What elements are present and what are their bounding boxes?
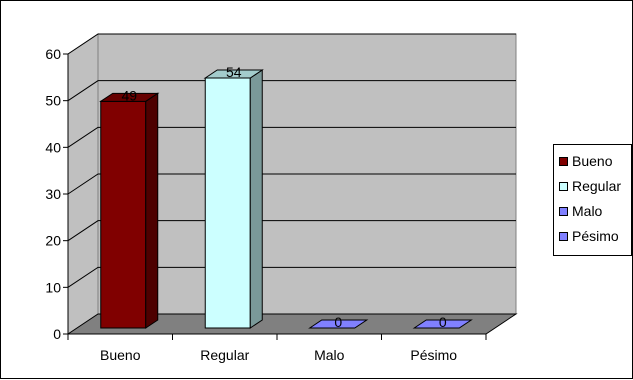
- bar-bueno: 49: [99, 87, 160, 329]
- data-label: 0: [334, 314, 342, 330]
- legend-swatch: [559, 181, 568, 191]
- bar-side: [145, 92, 159, 329]
- bar-top: [203, 69, 264, 79]
- legend-swatch: [559, 156, 568, 166]
- bar-top: [99, 92, 160, 102]
- legend-item: Malo: [559, 201, 602, 221]
- y-tick-label: 30: [45, 186, 61, 202]
- gridline: [67, 126, 516, 148]
- legend-item: Regular: [559, 176, 621, 196]
- bar-pésimo: 0: [412, 314, 473, 330]
- bar-top: [308, 319, 369, 329]
- bar-malo: 0: [308, 314, 369, 330]
- x-tick-label: Bueno: [100, 347, 141, 363]
- bar-front: [204, 77, 251, 329]
- legend-swatch: [559, 231, 568, 241]
- gridline: [67, 80, 516, 102]
- chart-legend: Bueno Regular Malo Pésimo: [553, 144, 632, 256]
- bar-regular: 54: [203, 64, 264, 329]
- x-tick-label: Pésimo: [410, 347, 457, 363]
- data-label: 49: [121, 87, 137, 103]
- legend-label: Pésimo: [572, 228, 619, 244]
- bar-front: [100, 100, 147, 329]
- data-label: 54: [226, 64, 242, 80]
- y-tick-label: 50: [45, 93, 61, 109]
- gridline: [67, 266, 516, 288]
- x-tick-label: Malo: [314, 347, 345, 363]
- gridline: [67, 220, 516, 242]
- legend-label: Bueno: [572, 153, 613, 169]
- gridline: [67, 33, 516, 55]
- y-tick-label: 40: [45, 139, 61, 155]
- y-tick-label: 60: [45, 46, 61, 62]
- y-tick-label: 10: [45, 279, 61, 295]
- legend-item: Pésimo: [559, 226, 619, 246]
- gridline: [67, 173, 516, 195]
- legend-label: Malo: [572, 203, 603, 219]
- bar-side: [249, 69, 263, 329]
- legend-label: Regular: [572, 178, 622, 194]
- bar-top: [412, 319, 473, 329]
- data-label: 0: [439, 314, 447, 330]
- legend-swatch: [559, 206, 568, 216]
- x-tick-label: Regular: [200, 347, 249, 363]
- y-tick-label: 0: [53, 326, 61, 342]
- legend-item: Bueno: [559, 151, 612, 171]
- y-tick-label: 20: [45, 233, 61, 249]
